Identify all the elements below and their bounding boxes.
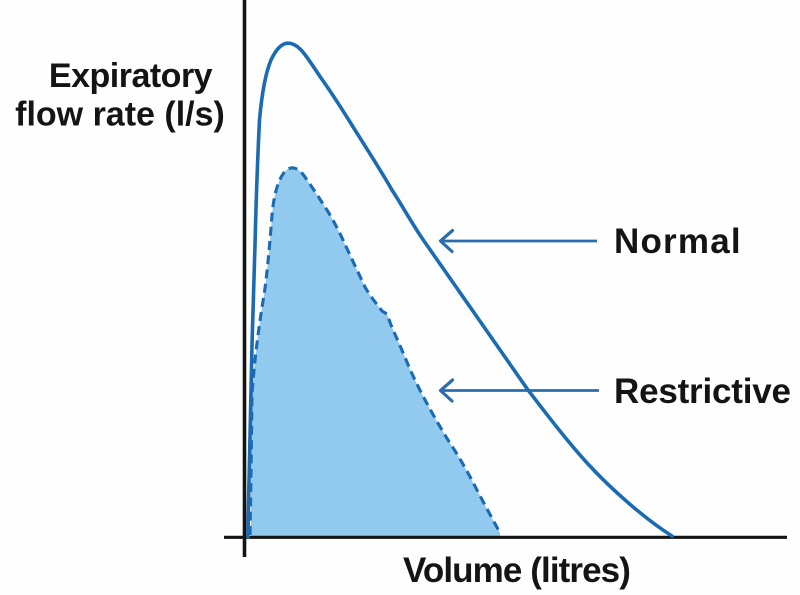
svg-text:Restrictive: Restrictive: [614, 372, 791, 411]
svg-text:Volume (litres): Volume (litres): [403, 551, 630, 590]
svg-text:flow rate (l/s): flow rate (l/s): [15, 96, 225, 134]
svg-text:Expiratory: Expiratory: [49, 57, 213, 95]
svg-text:Normal: Normal: [614, 222, 742, 261]
